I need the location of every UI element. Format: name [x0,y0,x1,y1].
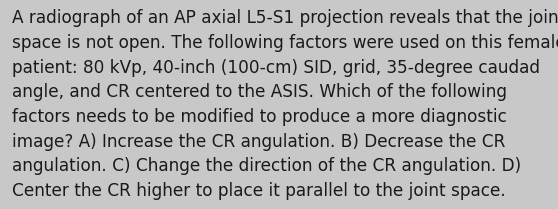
Text: factors needs to be modified to produce a more diagnostic: factors needs to be modified to produce … [12,108,507,126]
Text: image? A) Increase the CR angulation. B) Decrease the CR: image? A) Increase the CR angulation. B)… [12,133,506,151]
Text: Center the CR higher to place it parallel to the joint space.: Center the CR higher to place it paralle… [12,182,506,200]
Text: angulation. C) Change the direction of the CR angulation. D): angulation. C) Change the direction of t… [12,157,521,175]
Text: angle, and CR centered to the ASIS. Which of the following: angle, and CR centered to the ASIS. Whic… [12,83,507,101]
Text: patient: 80 kVp, 40-inch (100-cm) SID, grid, 35-degree caudad: patient: 80 kVp, 40-inch (100-cm) SID, g… [12,59,540,77]
Text: A radiograph of an AP axial L5-S1 projection reveals that the joint: A radiograph of an AP axial L5-S1 projec… [12,9,558,27]
Text: space is not open. The following factors were used on this female: space is not open. The following factors… [12,34,558,52]
